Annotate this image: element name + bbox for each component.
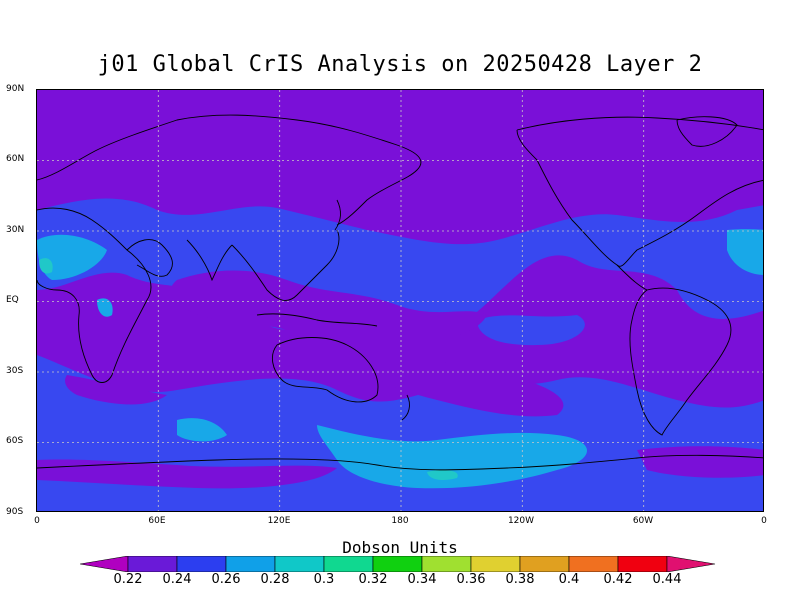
colorbar-segment [323,556,374,572]
field-purple-indopacific [170,270,487,339]
map-title: j01 Global CrIS Analysis on 20250428 Lay… [97,52,703,77]
colorbar-tick-label: 0.34 [407,572,437,587]
graticule [37,90,763,511]
coast-india [186,239,233,282]
lon-label-60w: 60W [632,516,654,526]
field-cyan-africa [37,234,107,280]
map-panel [36,89,764,512]
colorbar-max-arrow [666,556,716,572]
colorbar-tick-label: 0.44 [652,572,682,587]
colorbar-segment [617,556,668,572]
lat-label-60n: 60N [6,154,25,164]
lon-label-60e: 60E [148,516,166,526]
colorbar-segment [274,556,325,572]
field-cyan-antarctic [317,425,587,489]
coastlines [37,114,763,471]
field-cyan-southindian [177,418,227,442]
field-cyan-spot-3 [97,298,113,317]
field-purple-antarctic-east [37,459,337,489]
colorbar-segment [421,556,472,572]
lon-label-180: 180 [391,516,409,526]
colorbar-tick-label: 0.24 [162,572,192,587]
lat-label-eq: EQ [6,295,19,305]
coast-antarctica [37,454,763,471]
coast-greenland [676,116,738,147]
field-purple-southpacific [367,358,564,417]
colorbar-tick-label: 0.28 [260,572,290,587]
field-teal-spot-1 [39,258,53,274]
field-teal-spot-2 [427,470,458,480]
field-purple-southatlantic [65,375,167,405]
lat-label-60s: 60S [6,436,24,446]
colorbar-tick-label: 0.3 [313,572,335,587]
colorbar-tick-label: 0.42 [603,572,633,587]
lat-label-30n: 30N [6,225,25,235]
coast-australia [271,337,379,403]
colorbar-segment [127,556,178,572]
colorbar-min-arrow [80,556,129,572]
colorbar-segment [568,556,619,572]
field-purple-antarctic-west [637,446,763,478]
coast-south-america [629,287,732,436]
lon-label-0-right: 0 [761,516,767,526]
coast-eurasia [37,114,422,226]
lon-label-0: 0 [34,516,40,526]
colorbar-segment [470,556,521,572]
coast-arabia [126,239,173,277]
colorbar-segment [372,556,423,572]
lat-label-30s: 30S [6,366,24,376]
colorbar [80,556,716,572]
colorbar-tick-label: 0.26 [211,572,241,587]
lon-label-120e: 120E [267,516,291,526]
colorbar-tick-label: 0.4 [558,572,580,587]
colorbar-segment [176,556,227,572]
colorbar-segment [519,556,570,572]
lat-label-90s: 90S [6,507,24,517]
coast-nz [401,394,410,421]
lat-label-90n: 90N [6,84,25,94]
coast-central-america [616,264,648,291]
coast-japan [334,199,341,231]
field-cyan-americas [727,229,763,275]
colorbar-segment [225,556,276,572]
colorbar-tick-label: 0.36 [456,572,486,587]
ozone-map [37,90,763,511]
colorbar-tick-label: 0.32 [358,572,388,587]
colorbar-tick-label: 0.38 [505,572,535,587]
field-blue-pacific [477,315,585,346]
coast-africa [37,207,152,383]
coast-indonesia [256,313,378,327]
coast-north-america [516,116,763,267]
colorbar-tick-label: 0.22 [113,572,143,587]
colorbar-title: Dobson Units [342,538,458,557]
coast-seasia [231,229,340,301]
lon-label-120w: 120W [507,516,535,526]
